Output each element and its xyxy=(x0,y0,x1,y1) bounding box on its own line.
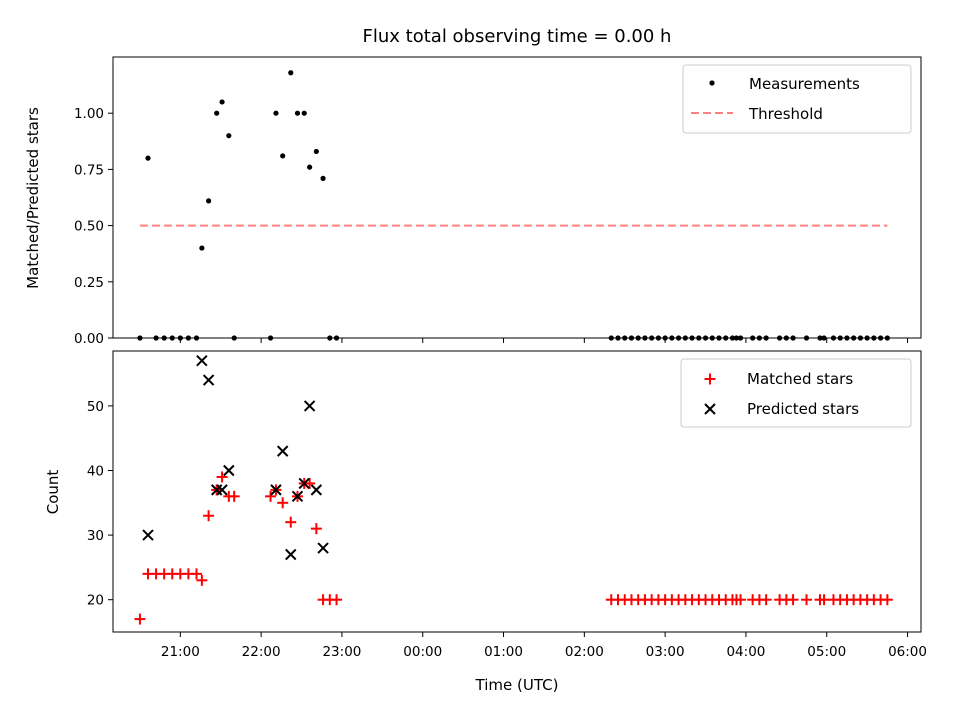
bottom-y-tick-label: 30 xyxy=(87,528,104,544)
matched-star-point xyxy=(310,523,322,535)
predicted-star-point xyxy=(317,542,329,554)
matched-star-point xyxy=(787,594,799,606)
matched-star-point xyxy=(196,574,208,586)
top-x-ticks xyxy=(179,338,909,343)
top-legend-frame xyxy=(682,64,912,134)
matched-star-point xyxy=(277,497,289,509)
predicted-star-point xyxy=(223,464,235,477)
top-y-tick-label: 0.75 xyxy=(74,162,104,178)
predicted-star-point xyxy=(216,484,228,496)
legend-x-glyph xyxy=(704,403,716,415)
predicted-star-point xyxy=(202,374,215,386)
measurement-point xyxy=(214,110,220,116)
top-panel: 0.00 0.25 0.50 0.75 1.00 Matched/Predicted s… xyxy=(24,56,922,347)
measurement-point xyxy=(226,133,232,139)
bottom-x-tick-label: 21:00 xyxy=(161,644,200,660)
matched-star-point xyxy=(134,613,146,625)
matched-star-point xyxy=(760,594,772,606)
measurement-point xyxy=(145,155,151,161)
matched-star-point xyxy=(331,594,343,606)
legend-matched-stars-label: Matched stars xyxy=(747,370,853,388)
top-plot-area xyxy=(137,70,890,341)
matched-star-point xyxy=(304,477,316,489)
legend-predicted-stars-marker xyxy=(704,403,716,415)
bottom-legend: Matched stars Predicted stars xyxy=(680,358,912,428)
bottom-legend-frame xyxy=(680,358,912,428)
matched-star-point xyxy=(203,510,215,522)
predicted-star-point xyxy=(310,484,323,496)
top-y-ticks: 0.00 0.25 0.50 0.75 1.00 xyxy=(74,106,113,347)
predicted-star-point xyxy=(196,354,208,367)
bottom-y-tick-label: 40 xyxy=(87,464,104,480)
top-legend: Measurements Threshold xyxy=(682,64,912,134)
measurement-point xyxy=(219,99,225,105)
bottom-x-axis-label: Time (UTC) xyxy=(475,676,559,694)
measurement-point xyxy=(320,175,326,181)
matched-star-point xyxy=(228,490,240,502)
chart-title: Flux total observing time = 0.00 h xyxy=(363,26,672,47)
legend-plus-glyph xyxy=(704,373,716,385)
bottom-x-tick-label: 01:00 xyxy=(484,644,523,660)
top-y-axis-label: Matched/Predicted stars xyxy=(24,107,42,289)
bottom-panel: 20 30 40 50 21:00 22:00 23:00 00:00 01:00 02:00 0… xyxy=(44,350,927,694)
measurement-point xyxy=(280,153,286,159)
bottom-x-tick-label: 02:00 xyxy=(565,644,604,660)
bottom-x-tick-label: 22:00 xyxy=(242,644,281,660)
matched-star-point xyxy=(285,516,297,528)
bottom-y-tick-label: 20 xyxy=(87,593,104,609)
bottom-x-tick-label: 05:00 xyxy=(807,644,846,660)
legend-predicted-stars-label: Predicted stars xyxy=(747,400,859,418)
bottom-x-tick-label: 00:00 xyxy=(403,644,442,660)
bottom-axes-frame xyxy=(112,350,922,633)
legend-matched-stars-marker xyxy=(704,373,716,385)
measurement-point xyxy=(307,164,313,170)
matched-star-point xyxy=(801,594,813,606)
measurement-point xyxy=(206,198,212,204)
bottom-y-axis-label: Count xyxy=(44,470,62,515)
predicted-star-point xyxy=(298,477,310,490)
measurement-point xyxy=(294,110,301,116)
predicted-star-point xyxy=(270,484,282,496)
bottom-x-tick-label: 03:00 xyxy=(646,644,685,660)
top-axes-frame xyxy=(112,56,922,339)
measurement-point xyxy=(301,110,307,116)
matched-star-point xyxy=(818,594,830,606)
top-y-tick-label: 0.50 xyxy=(74,219,104,235)
predicted-star-point xyxy=(276,445,289,457)
measurement-point xyxy=(288,70,294,76)
bottom-x-tick-label: 06:00 xyxy=(888,644,927,660)
legend-measurements-marker xyxy=(709,80,715,86)
measurement-point xyxy=(273,110,279,116)
matched-star-point xyxy=(881,594,893,606)
legend-measurements-label: Measurements xyxy=(749,75,860,93)
predicted-star-point xyxy=(303,400,316,412)
top-y-tick-label: 0.00 xyxy=(74,331,104,347)
bottom-x-ticks: 21:00 22:00 23:00 00:00 01:00 02:00 03:00 04:00… xyxy=(161,632,927,660)
bottom-y-ticks: 20 30 40 50 xyxy=(87,399,113,609)
predicted-star-point xyxy=(285,548,297,561)
matched-star-point xyxy=(190,568,202,580)
predicted-star-point xyxy=(291,490,304,503)
measurement-point xyxy=(313,148,319,155)
bottom-x-tick-label: 04:00 xyxy=(726,644,765,660)
top-y-tick-label: 1.00 xyxy=(74,106,104,122)
bottom-x-tick-label: 23:00 xyxy=(322,644,361,660)
measurement-point xyxy=(199,245,205,251)
matched-star-point xyxy=(216,471,228,483)
bottom-plot-area xyxy=(134,354,893,625)
top-y-tick-label: 0.25 xyxy=(74,275,104,291)
predicted-star-point xyxy=(142,529,154,541)
bottom-y-tick-label: 50 xyxy=(87,399,104,415)
matched-star-point xyxy=(265,490,277,502)
legend-threshold-label: Threshold xyxy=(748,105,823,123)
matched-star-point xyxy=(735,594,747,606)
